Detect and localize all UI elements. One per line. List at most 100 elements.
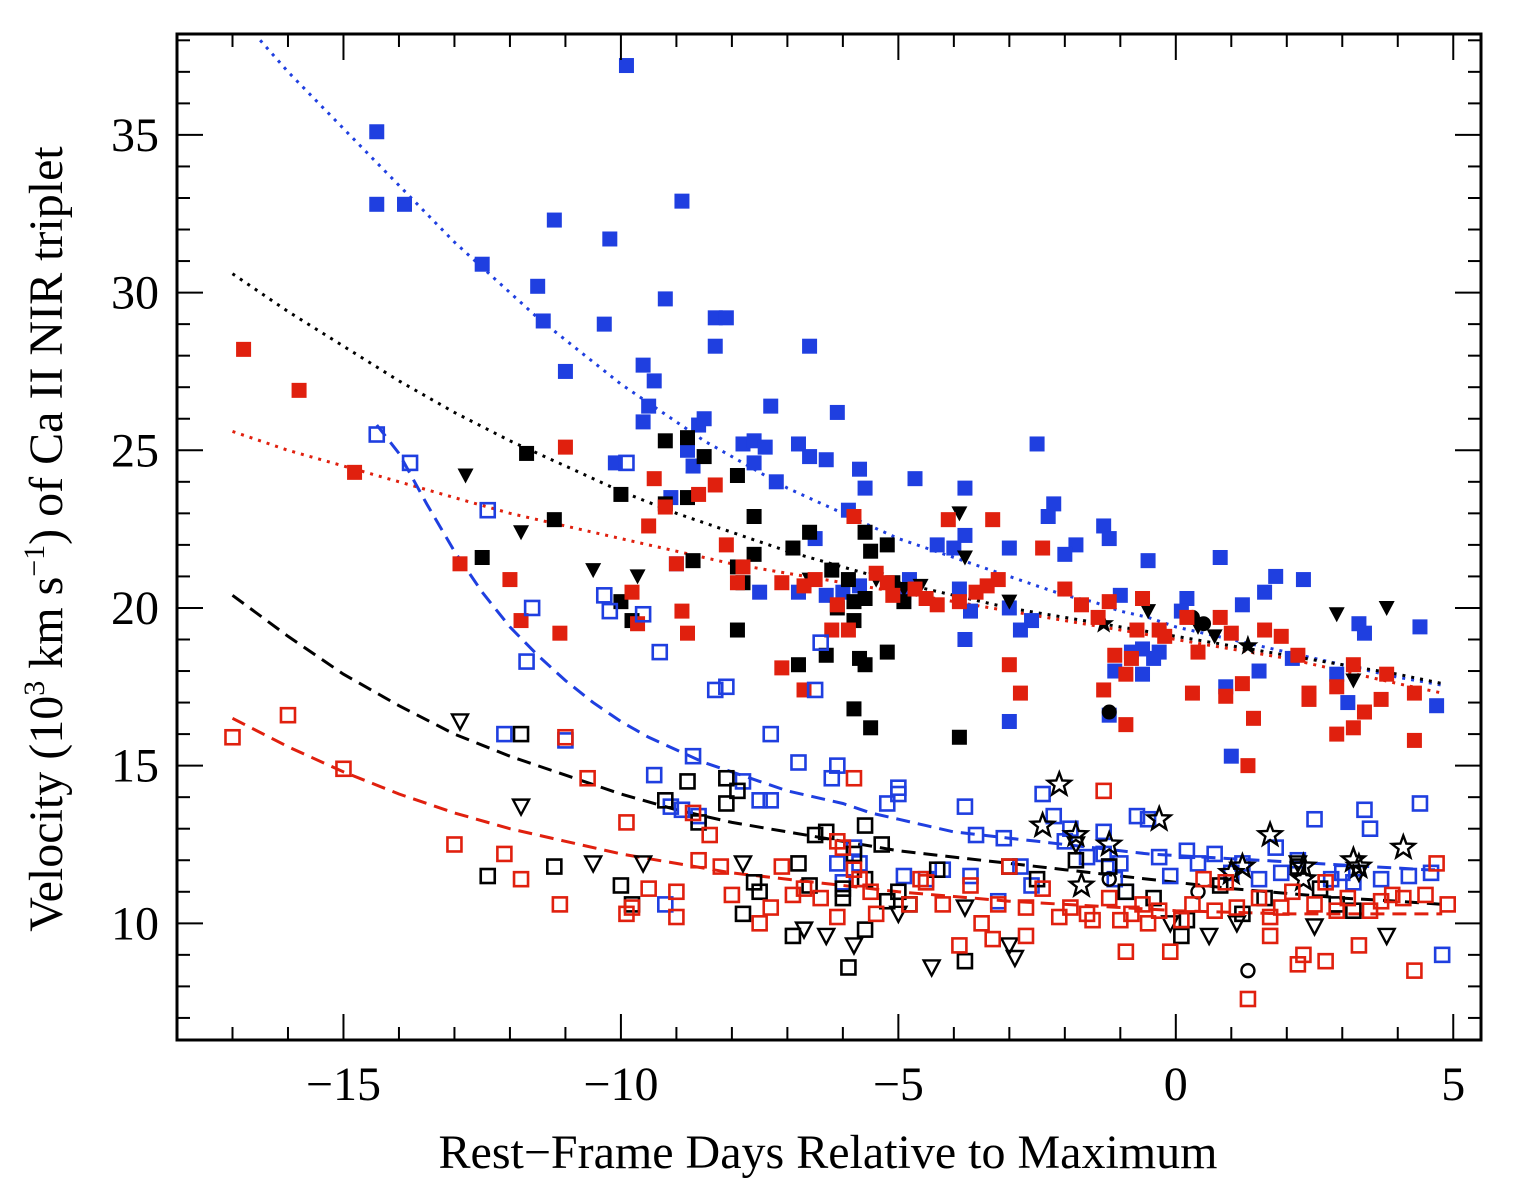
red-filled-square-point (452, 556, 468, 572)
blue-filled-square-point (1040, 509, 1056, 525)
black-open-triangle-down-point (583, 855, 604, 874)
red-open-square-point (579, 769, 596, 787)
red-open-square-point (1195, 870, 1212, 888)
red-filled-square-point (668, 556, 684, 572)
red-open-square-point (773, 858, 791, 875)
black-filled-triangle-down-point (513, 525, 530, 541)
red-filled-square-point (1123, 650, 1139, 666)
black-filled-square-point (729, 622, 745, 638)
black-dotted-fit-line (231, 272, 1443, 686)
red-open-square-point (668, 883, 685, 901)
fit-curves (231, 39, 1443, 916)
red-filled-square-point (729, 575, 745, 591)
black-open-triangle-down-point (511, 798, 532, 818)
black-open-square-point (878, 892, 896, 910)
black-open-triangle-down-point (1065, 836, 1086, 856)
red-open-square-point (973, 915, 990, 932)
blue-filled-square-point (802, 449, 818, 465)
blue-open-square-point (762, 725, 780, 743)
red-filled-square-point (1184, 685, 1200, 701)
blue-filled-square-point (746, 455, 762, 471)
black-filled-square-point (863, 720, 879, 736)
x-tick-label: 5 (1441, 1058, 1465, 1111)
black-open-star-point (1144, 803, 1174, 832)
red-open-square-point (1395, 889, 1412, 907)
axis-ticks (176, 34, 1481, 1040)
blue-open-square-point (673, 801, 691, 819)
black-open-square-point (1117, 883, 1135, 901)
red-open-square-point (723, 886, 741, 904)
black-open-square-point (840, 959, 857, 976)
black-open-star-point (1388, 832, 1418, 861)
blue-open-square-point (1128, 807, 1146, 825)
red-filled-square-point (929, 597, 945, 613)
black-open-square-point (612, 877, 630, 894)
blue-filled-square-point (1257, 584, 1273, 600)
red-filled-square-point (691, 486, 707, 502)
black-open-triangle-down-point (1004, 949, 1025, 969)
black-filled-triangle-down-point (1140, 604, 1157, 620)
black-open-square-point (1028, 870, 1046, 888)
red-open-square-point (862, 883, 879, 901)
red-open-square-point (1383, 886, 1401, 904)
red-filled-square-point (1135, 590, 1151, 606)
red-open-square-point (1184, 896, 1201, 913)
blue-open-square-point (1272, 864, 1290, 882)
x-tick-label: −5 (873, 1058, 924, 1111)
black-filled-square-point (685, 553, 701, 569)
blue-open-square-point (934, 861, 952, 879)
black-filled-triangle-down-point (629, 569, 646, 585)
black-filled-square-point (790, 657, 806, 673)
blue-filled-square-point (657, 291, 673, 307)
blue-filled-square-point (1046, 496, 1062, 512)
red-filled-square-point (513, 613, 529, 629)
red-filled-square-point (1190, 644, 1206, 660)
black-open-square-point (657, 792, 674, 809)
black-filled-square-point (818, 647, 834, 663)
red-open-square-point (1001, 858, 1018, 875)
y-tick-label: 25 (111, 424, 159, 477)
red-filled-square-point (1273, 628, 1289, 644)
red-filled-square-point (1129, 622, 1145, 638)
red-open-square-point (1428, 855, 1445, 872)
red-open-square-point (1084, 911, 1101, 929)
blue-filled-square-point (802, 338, 818, 354)
black-open-triangle-down-point (816, 927, 837, 947)
black-open-square-point (890, 883, 907, 901)
red-filled-square-point (951, 594, 967, 610)
blue-filled-square-point (790, 436, 806, 452)
black-filled-square-point (474, 549, 490, 565)
blue-open-square-point (829, 757, 846, 774)
black-open-square-point (1173, 927, 1190, 945)
red-filled-square-point (940, 512, 956, 528)
blue-open-square-point (1034, 785, 1051, 803)
blue-open-square-point (1150, 848, 1168, 866)
blue-open-square-point (823, 769, 841, 787)
black-open-triangle-down-point (888, 905, 909, 925)
black-open-triangle-down-point (1304, 918, 1325, 938)
red-filled-square-point (1329, 679, 1345, 695)
red-filled-square-point (630, 616, 646, 632)
red-open-square-point (618, 814, 635, 831)
blue-open-square-point (1433, 946, 1451, 964)
black-filled-circle-point (1196, 616, 1212, 632)
red-filled-square-point (646, 471, 662, 487)
blue-open-square-point (734, 773, 752, 790)
red-filled-square-point (657, 499, 673, 515)
red-open-square-point (557, 728, 574, 746)
red-open-square-point (1317, 952, 1334, 970)
red-filled-square-point (1001, 657, 1017, 673)
blue-open-square-point (518, 653, 535, 670)
red-filled-square-point (1073, 597, 1089, 613)
blue-open-square-point (601, 602, 619, 620)
black-filled-square-point (657, 433, 673, 449)
blue-open-square-point (878, 795, 896, 812)
blue-filled-square-point (1295, 572, 1311, 588)
red-open-square-point (1062, 899, 1079, 916)
blue-open-square-point (645, 766, 663, 784)
blue-open-square-point (1078, 848, 1096, 866)
blue-open-square-point (706, 681, 724, 699)
blue-open-square-point (651, 643, 669, 661)
blue-filled-square-point (1234, 597, 1250, 613)
